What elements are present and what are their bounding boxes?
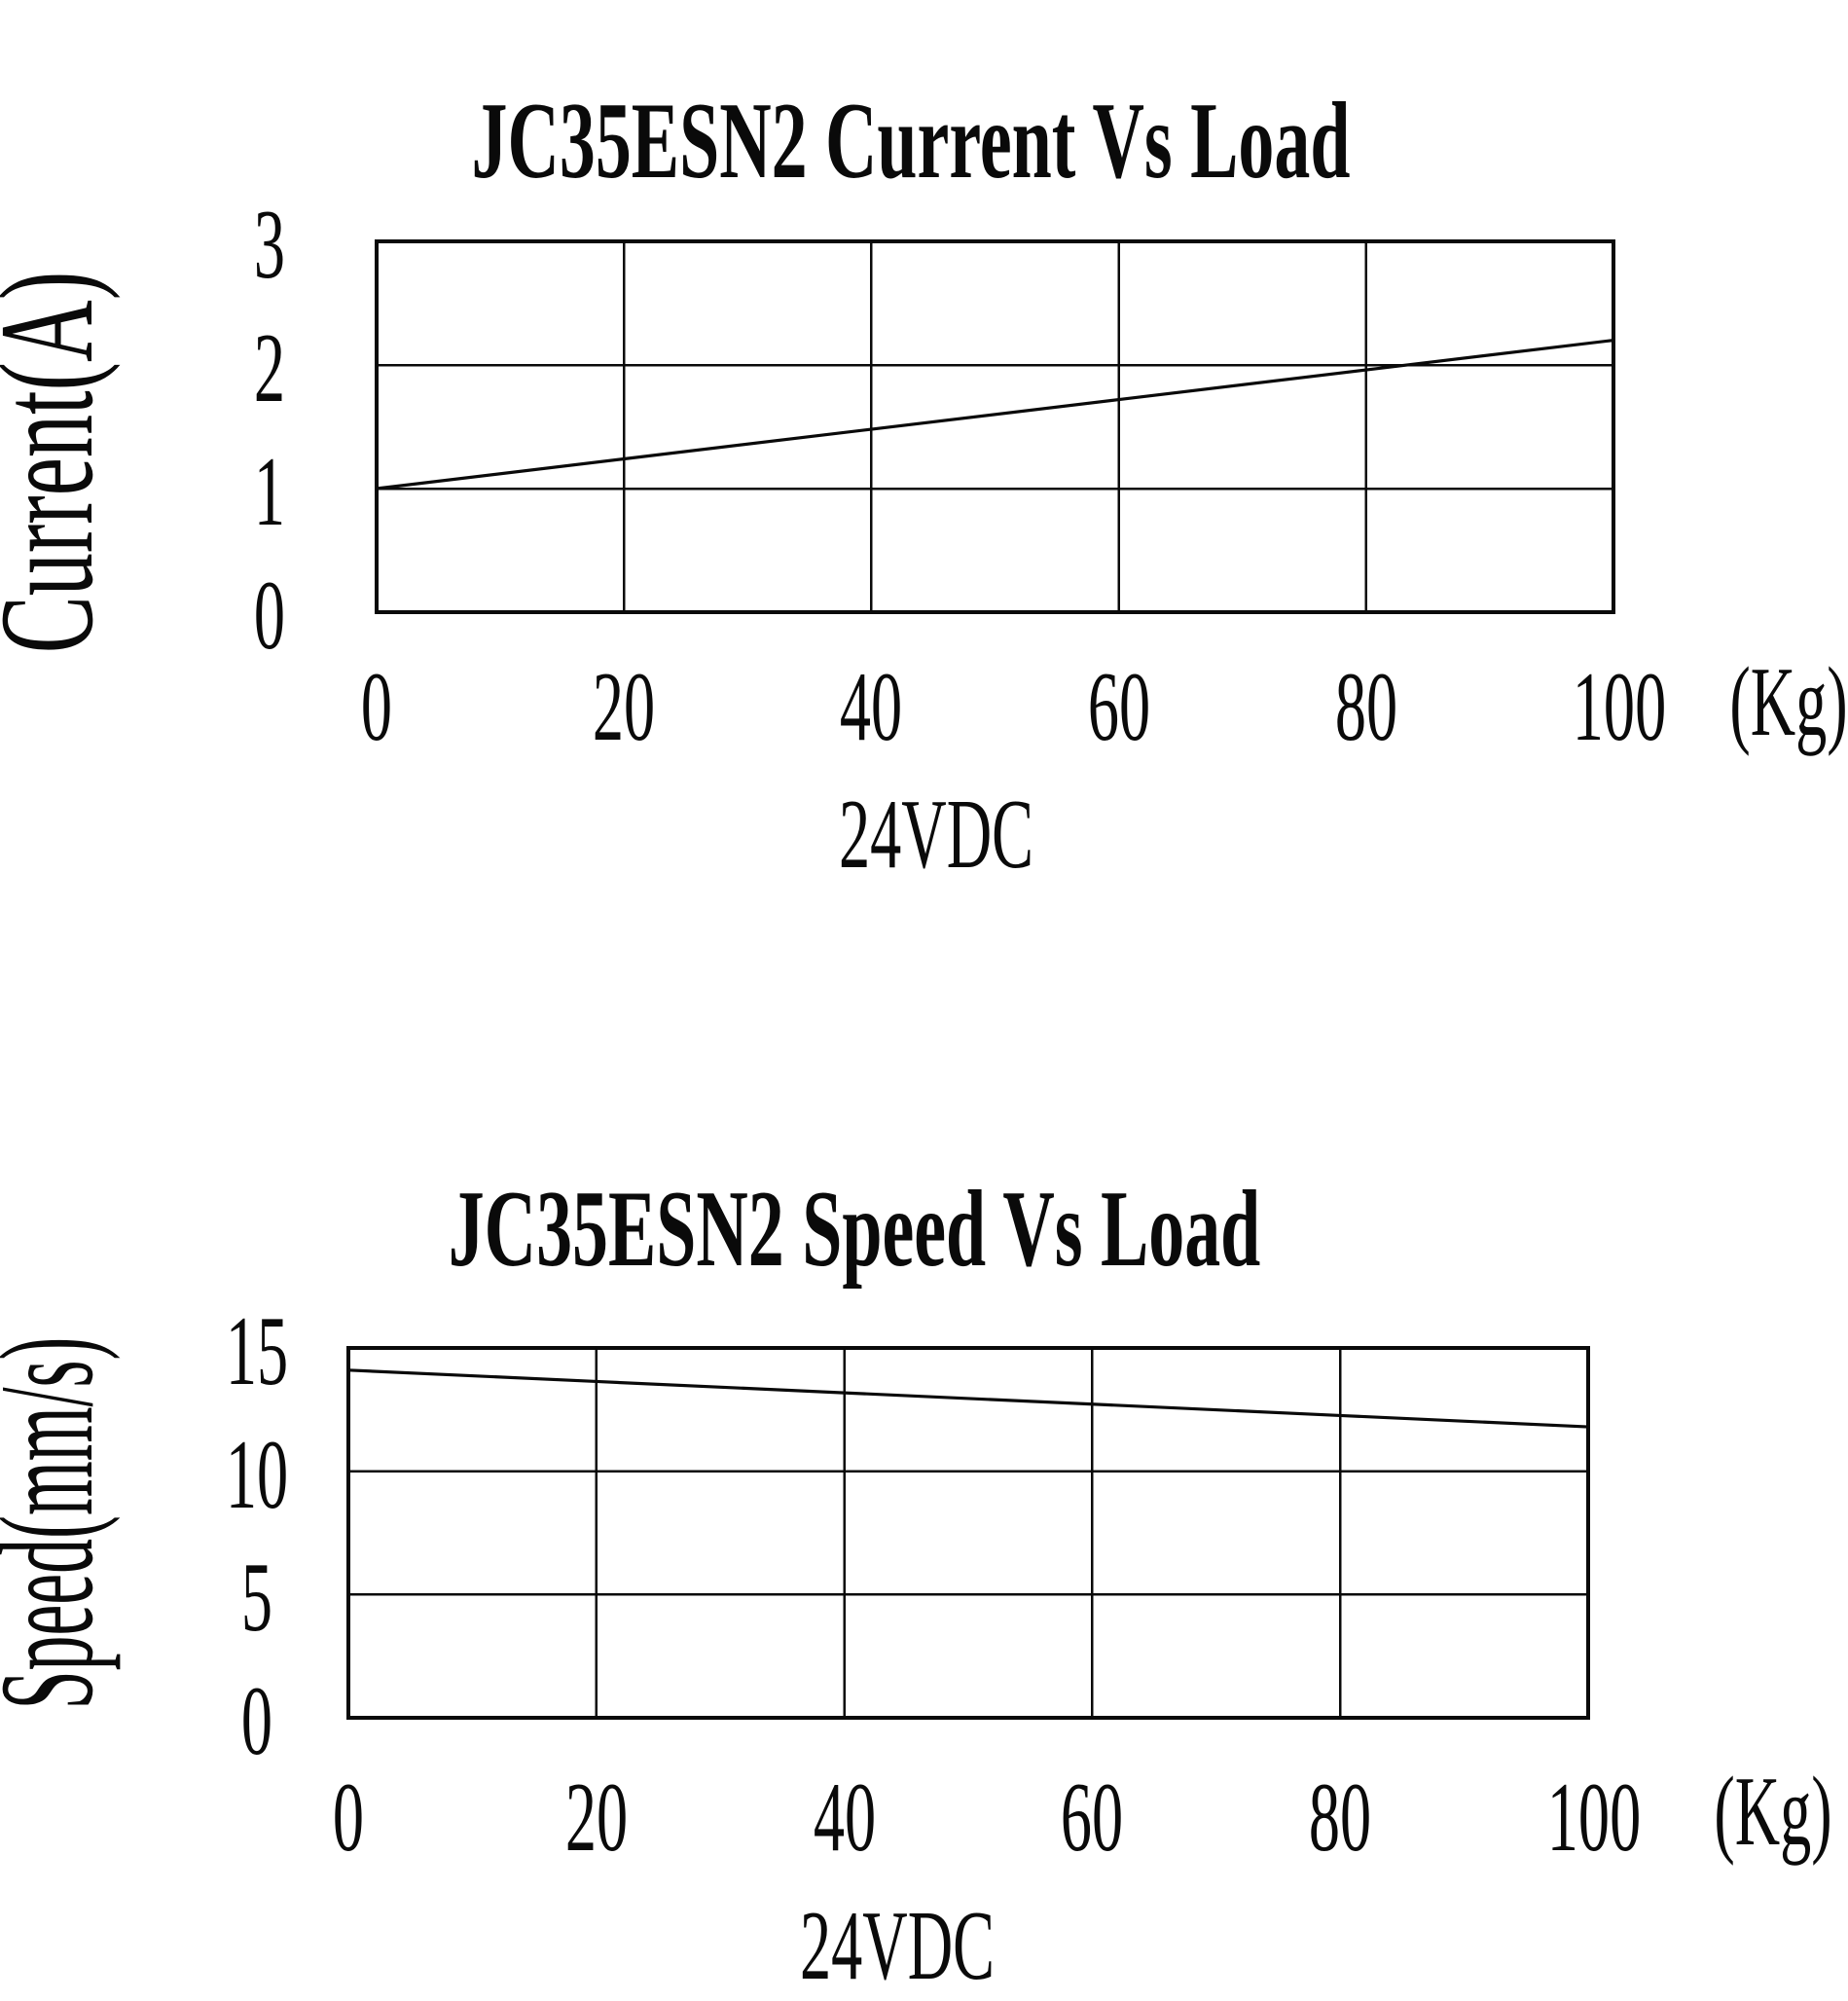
x-tick-label: 100: [1572, 652, 1667, 762]
x-tick-label: 40: [840, 652, 903, 762]
x-tick-label: 100: [1546, 1763, 1642, 1873]
plot-area: [346, 1346, 1590, 1720]
voltage-caption: 24VDC: [800, 1891, 995, 2001]
plot-border: [375, 239, 1615, 614]
speed-data-line: [347, 1368, 1589, 1429]
x-axis-unit-label: (Kg): [1714, 1757, 1832, 1867]
chart-title: JC35ESN2 Speed Vs Load: [448, 1168, 1261, 1290]
chart-title: JC35ESN2 Current Vs Load: [471, 80, 1351, 201]
x-tick-label: 80: [1309, 1763, 1372, 1873]
x-tick-label: 60: [1087, 652, 1150, 762]
y-tick-label: 15: [225, 1296, 289, 1406]
x-axis-unit-label: (Kg): [1729, 647, 1848, 757]
x-tick-label: 20: [564, 1763, 628, 1873]
x-tick-label: 40: [813, 1763, 876, 1873]
y-tick-label: 0: [253, 561, 286, 671]
x-tick-label: 80: [1334, 652, 1397, 762]
y-tick-label: 0: [240, 1666, 273, 1776]
x-tick-label: 0: [360, 652, 393, 762]
y-axis-label: Speed(mm/s): [0, 1336, 121, 1710]
current-data-line: [376, 339, 1614, 491]
y-tick-label: 5: [240, 1543, 273, 1654]
y-tick-label: 10: [225, 1419, 289, 1530]
x-tick-label: 20: [593, 652, 656, 762]
y-tick-label: 2: [253, 313, 286, 423]
voltage-caption: 24VDC: [839, 780, 1033, 890]
x-tick-label: 0: [332, 1763, 365, 1873]
x-tick-label: 60: [1061, 1763, 1124, 1873]
plot-area: [375, 239, 1615, 614]
y-tick-label: 1: [253, 437, 286, 547]
y-tick-label: 3: [253, 190, 286, 300]
plot-border: [346, 1346, 1590, 1720]
